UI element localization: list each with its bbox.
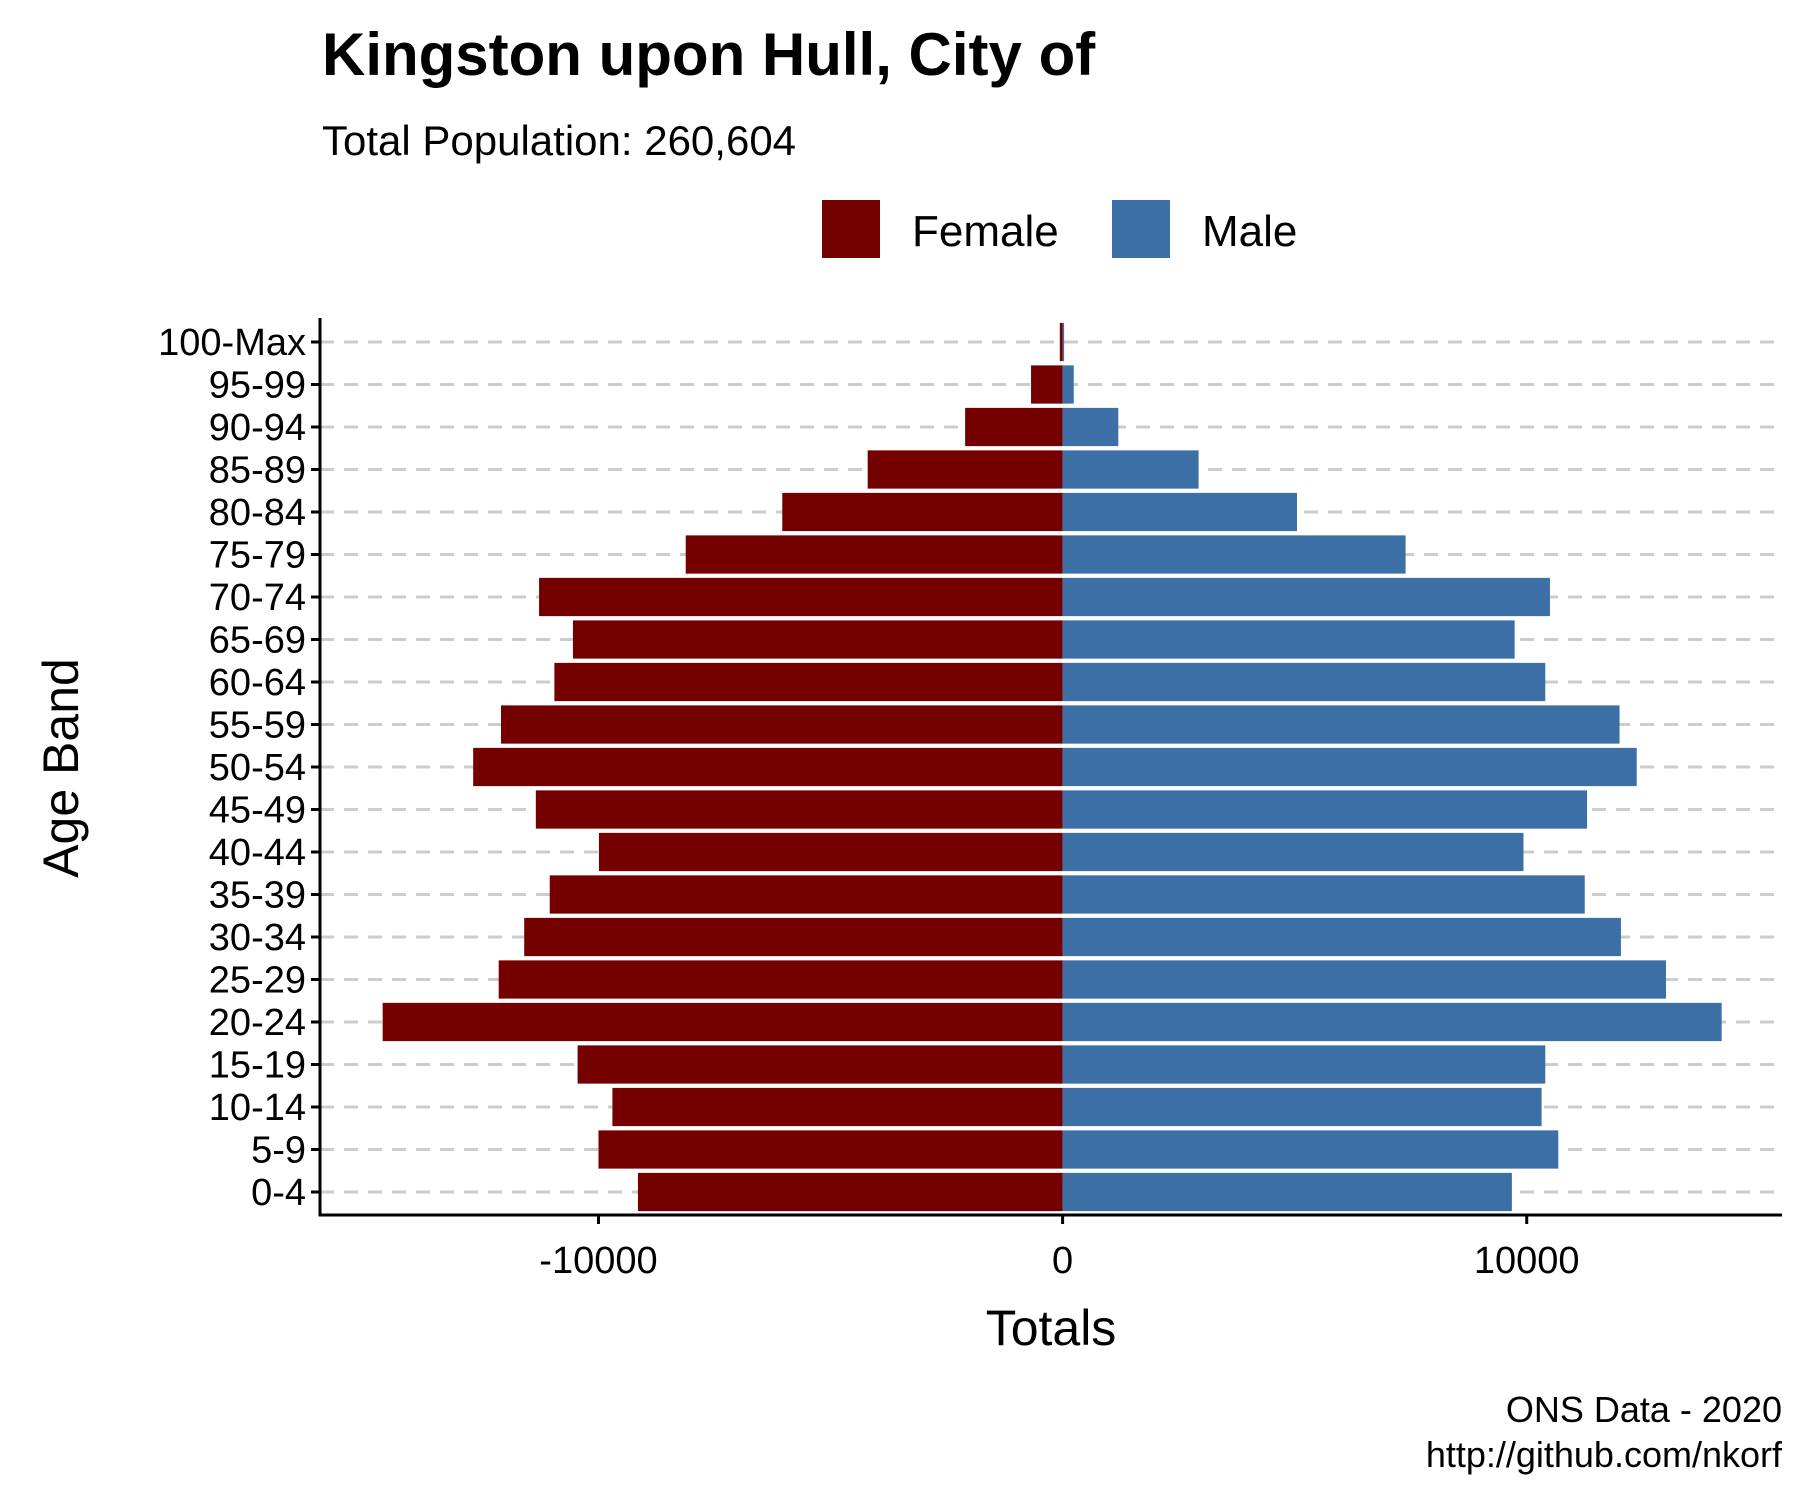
y-tick-label: 40-44 xyxy=(209,832,306,874)
y-tick-label: 75-79 xyxy=(209,535,306,577)
bar-female-25-29 xyxy=(498,960,1063,999)
bar-male-95-99 xyxy=(1062,365,1074,404)
bar-male-30-34 xyxy=(1062,917,1621,957)
bar-female-90-94 xyxy=(965,407,1063,447)
bar-female-60-64 xyxy=(554,662,1063,702)
bar-female-85-89 xyxy=(867,450,1063,489)
bar-male-20-24 xyxy=(1062,1002,1722,1042)
y-tick-label: 30-34 xyxy=(209,917,306,959)
bar-male-35-39 xyxy=(1062,875,1585,914)
y-tick-label: 10-14 xyxy=(209,1087,306,1129)
bar-male-65-69 xyxy=(1062,620,1515,659)
bar-female-5-9 xyxy=(598,1130,1063,1169)
y-tick-label: 15-19 xyxy=(209,1045,306,1087)
y-tick-label: 80-84 xyxy=(209,492,306,534)
y-tick-label: 25-29 xyxy=(209,960,306,1002)
bar-male-40-44 xyxy=(1062,832,1524,872)
bar-female-55-59 xyxy=(501,705,1063,744)
axes xyxy=(311,318,1782,1224)
x-tick-labels: -10000 0 10000 xyxy=(539,1240,1579,1282)
bar-female-50-54 xyxy=(473,747,1063,787)
y-tick-label: 90-94 xyxy=(209,407,306,449)
bar-female-70-74 xyxy=(539,577,1063,617)
bar-male-90-94 xyxy=(1062,407,1119,447)
x-tick-label: -10000 xyxy=(539,1240,657,1282)
caption-url: http://github.com/nkorf xyxy=(1426,1434,1783,1475)
x-tick-label: 10000 xyxy=(1474,1240,1580,1282)
legend-swatch-male xyxy=(1112,200,1170,258)
y-tick-label: 0-4 xyxy=(251,1172,306,1214)
bar-male-10-14 xyxy=(1062,1087,1542,1127)
bar-female-15-19 xyxy=(577,1045,1063,1084)
y-tick-label: 45-49 xyxy=(209,790,306,832)
bar-male-15-19 xyxy=(1062,1045,1546,1084)
bar-female-80-84 xyxy=(782,492,1063,532)
bar-male-85-89 xyxy=(1062,450,1199,489)
y-tick-label: 50-54 xyxy=(209,747,306,789)
legend-label-female: Female xyxy=(912,207,1059,256)
bar-female-95-99 xyxy=(1031,365,1063,404)
x-tick-label: 0 xyxy=(1052,1240,1073,1282)
bar-male-25-29 xyxy=(1062,960,1666,999)
bar-male-75-79 xyxy=(1062,535,1406,574)
bar-female-0-4 xyxy=(637,1172,1063,1212)
y-tick-label: 35-39 xyxy=(209,875,306,917)
bar-male-70-74 xyxy=(1062,577,1550,617)
bar-female-30-34 xyxy=(524,917,1063,957)
y-tick-label: 20-24 xyxy=(209,1002,306,1044)
y-tick-label: 100-Max xyxy=(158,322,306,364)
bar-female-75-79 xyxy=(685,535,1063,574)
bars xyxy=(382,322,1722,1212)
chart-subtitle: Total Population: 260,604 xyxy=(322,117,796,164)
legend: Female Male xyxy=(822,200,1297,258)
y-tick-label: 5-9 xyxy=(251,1130,306,1172)
bar-male-50-54 xyxy=(1062,747,1637,787)
bar-male-60-64 xyxy=(1062,662,1546,702)
bar-male-45-49 xyxy=(1062,790,1588,829)
y-tick-label: 85-89 xyxy=(209,450,306,492)
bar-female-20-24 xyxy=(382,1002,1063,1042)
bar-female-100-Max xyxy=(1059,322,1063,362)
y-axis-title: Age Band xyxy=(33,658,89,878)
legend-label-male: Male xyxy=(1202,207,1297,256)
y-tick-label: 70-74 xyxy=(209,577,306,619)
x-axis-title: Totals xyxy=(986,1300,1117,1356)
bar-male-55-59 xyxy=(1062,705,1620,744)
bar-male-0-4 xyxy=(1062,1172,1512,1212)
y-tick-label: 55-59 xyxy=(209,705,306,747)
bar-female-35-39 xyxy=(549,875,1063,914)
y-tick-labels: 0-45-910-1415-1920-2425-2930-3435-3940-4… xyxy=(158,322,306,1214)
bar-male-80-84 xyxy=(1062,492,1297,532)
bar-female-65-69 xyxy=(572,620,1063,659)
bar-female-40-44 xyxy=(598,832,1063,872)
caption-source: ONS Data - 2020 xyxy=(1506,1389,1782,1430)
y-tick-label: 60-64 xyxy=(209,662,306,704)
y-tick-label: 65-69 xyxy=(209,620,306,662)
bar-male-100-Max xyxy=(1062,322,1065,362)
bar-female-45-49 xyxy=(535,790,1063,829)
bar-female-10-14 xyxy=(612,1087,1063,1127)
bar-male-5-9 xyxy=(1062,1130,1559,1169)
y-tick-label: 95-99 xyxy=(209,365,306,407)
legend-swatch-female xyxy=(822,200,880,258)
chart-title: Kingston upon Hull, City of xyxy=(322,21,1096,88)
